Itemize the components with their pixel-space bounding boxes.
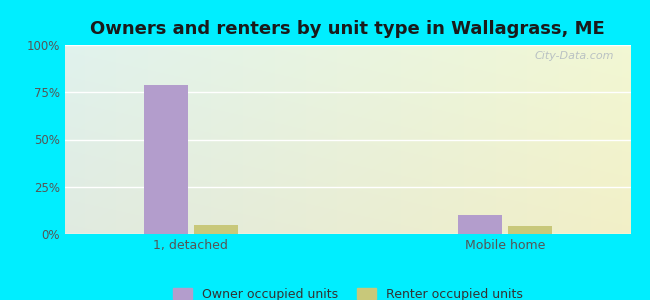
Bar bbox=[458, 215, 502, 234]
Bar bbox=[194, 224, 238, 234]
Text: City-Data.com: City-Data.com bbox=[534, 51, 614, 61]
Title: Owners and renters by unit type in Wallagrass, ME: Owners and renters by unit type in Walla… bbox=[90, 20, 605, 38]
Legend: Owner occupied units, Renter occupied units: Owner occupied units, Renter occupied un… bbox=[167, 282, 528, 300]
Bar bbox=[508, 226, 552, 234]
Bar bbox=[144, 85, 188, 234]
